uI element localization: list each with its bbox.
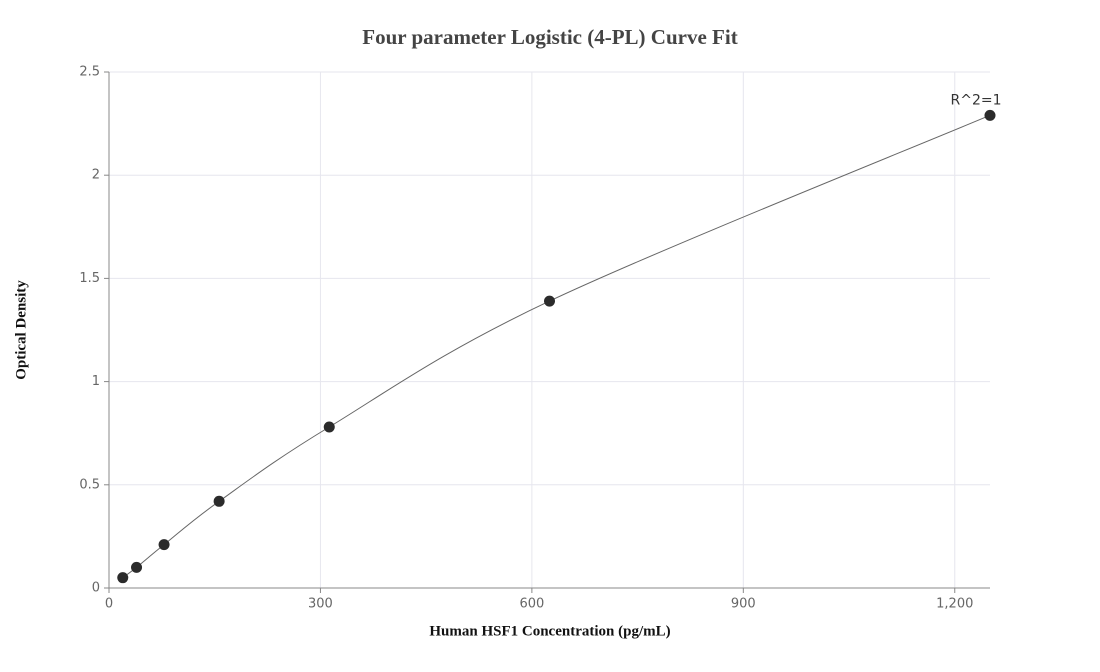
y-tick-label: 0: [92, 581, 100, 596]
y-tick-label: 1: [92, 374, 100, 389]
x-tick-label: 0: [105, 597, 113, 612]
data-point: [131, 561, 143, 573]
x-tick-label: 900: [731, 597, 756, 612]
y-tick-label: 0.5: [79, 477, 100, 492]
data-point: [323, 421, 335, 433]
y-tick-label: 1.5: [79, 271, 100, 286]
x-tick-label: 1,200: [936, 597, 973, 612]
data-point: [117, 572, 129, 584]
x-axis-title: Human HSF1 Concentration (pg/mL): [429, 623, 670, 639]
annotation: R^2=1: [950, 92, 1001, 108]
data-point: [984, 109, 996, 121]
y-tick-label: 2: [92, 168, 100, 183]
x-tick-label: 600: [519, 597, 544, 612]
data-point: [213, 495, 225, 507]
chart-title: Four parameter Logistic (4-PL) Curve Fit: [362, 25, 737, 49]
y-tick-label: 2.5: [79, 65, 100, 80]
x-tick-label: 300: [308, 597, 333, 612]
fit-curve: [122, 114, 991, 579]
y-axis-title: Optical Density: [13, 280, 29, 380]
data-point: [158, 539, 170, 551]
data-point: [544, 295, 555, 307]
